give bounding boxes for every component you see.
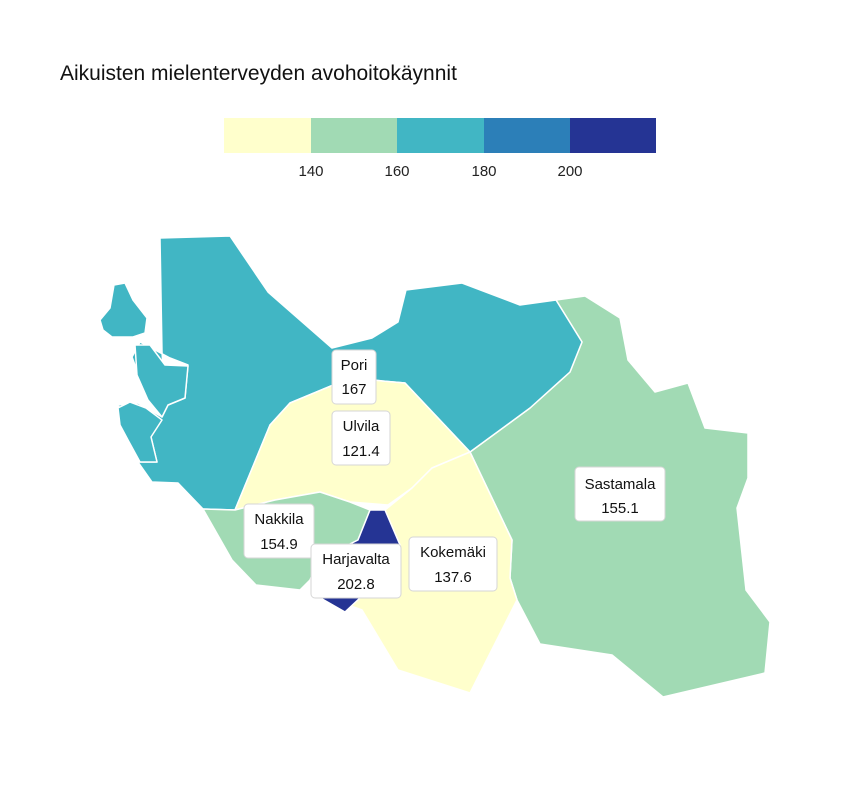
region-value: 202.8: [337, 576, 375, 593]
legend-swatch-4: [484, 118, 570, 153]
region-value: 137.6: [434, 569, 472, 586]
region-name: Nakkila: [254, 511, 304, 528]
region-value: 121.4: [342, 443, 380, 460]
region-name: Harjavalta: [322, 551, 390, 568]
region-pori-island[interactable]: [117, 401, 163, 463]
map-title: Aikuisten mielenterveyden avohoitokäynni…: [60, 62, 457, 85]
region-value: 155.1: [601, 500, 639, 517]
region-name: Ulvila: [343, 418, 380, 435]
region-label-pori: Pori 167: [331, 349, 377, 405]
legend-swatch-3: [397, 118, 484, 153]
region-name: Pori: [341, 357, 368, 374]
color-legend: 140 160 180 200: [224, 118, 656, 180]
region-value: 167: [341, 381, 366, 398]
legend-swatch-5: [570, 118, 656, 153]
legend-tick: 200: [557, 163, 582, 180]
region-label-kokemaki: Kokemäki 137.6: [408, 536, 498, 592]
region-labels: Pori 167 Ulvila 121.4 Nakkila 154.9 Harj…: [243, 349, 666, 599]
legend-tick: 140: [298, 163, 323, 180]
region-pori-island[interactable]: [99, 282, 148, 338]
region-value: 154.9: [260, 536, 298, 553]
region-label-sastamala: Sastamala 155.1: [574, 466, 666, 522]
region-name: Sastamala: [585, 476, 657, 493]
region-pori-island[interactable]: [134, 344, 189, 418]
legend-swatch-2: [311, 118, 397, 153]
region-name: Kokemäki: [420, 544, 486, 561]
region-label-harjavalta: Harjavalta 202.8: [310, 543, 402, 599]
legend-tick: 180: [471, 163, 496, 180]
region-label-nakkila: Nakkila 154.9: [243, 503, 315, 559]
regions: [99, 235, 771, 698]
legend-swatch-1: [224, 118, 311, 153]
legend-tick: 160: [384, 163, 409, 180]
region-label-ulvila: Ulvila 121.4: [331, 410, 391, 466]
